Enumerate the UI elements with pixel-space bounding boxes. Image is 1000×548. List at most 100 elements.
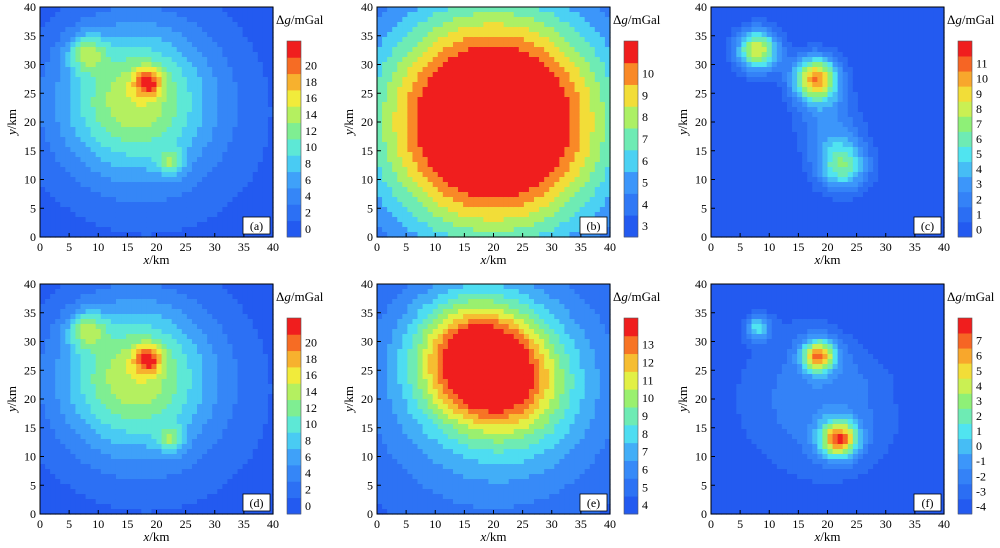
heatmap-cell: [579, 12, 586, 18]
heatmap-cell: [397, 232, 403, 238]
heatmap-cell: [392, 107, 398, 113]
heatmap-cell: [191, 17, 198, 23]
heatmap-cell: [766, 197, 773, 203]
heatmap-cell: [141, 17, 147, 23]
heatmap-cell: [217, 207, 223, 213]
heatmap-cell: [766, 222, 773, 228]
heatmap-cell: [468, 192, 474, 198]
heatmap-cell: [564, 62, 571, 68]
heatmap-cell: [126, 227, 132, 233]
heatmap-cell: [766, 77, 773, 83]
heatmap-cell: [212, 87, 218, 93]
heatmap-cell: [95, 182, 102, 188]
heatmap-cell: [417, 207, 424, 213]
heatmap-cell: [544, 157, 550, 163]
heatmap-cell: [70, 207, 77, 213]
heatmap-cell: [756, 212, 763, 218]
heatmap-cell: [721, 82, 727, 88]
heatmap-cell: [387, 12, 393, 18]
heatmap-cell: [452, 167, 459, 173]
heatmap-cell: [407, 97, 414, 103]
heatmap-cell: [387, 52, 393, 58]
heatmap-cell: [589, 12, 596, 18]
heatmap-cell: [247, 167, 254, 173]
heatmap-cell: [75, 162, 82, 168]
heatmap-cell: [427, 147, 434, 153]
heatmap-cell: [202, 232, 208, 238]
heatmap-cell: [503, 122, 510, 128]
heatmap-cell: [161, 42, 168, 48]
heatmap-cell: [493, 197, 500, 203]
heatmap-cell: [136, 107, 142, 113]
heatmap-cell: [141, 227, 147, 233]
heatmap-cell: [80, 187, 87, 193]
heatmap-cell: [736, 22, 742, 28]
heatmap-cell: [70, 187, 77, 193]
heatmap-cell: [171, 67, 178, 73]
heatmap-cell: [731, 137, 737, 143]
heatmap-cell: [503, 62, 510, 68]
heatmap-cell: [528, 52, 535, 58]
heatmap-cell: [50, 232, 56, 238]
heatmap-cell: [207, 172, 213, 178]
heatmap-cell: [121, 132, 127, 138]
heatmap-cell: [508, 67, 515, 73]
heatmap-cell: [569, 92, 576, 98]
heatmap-cell: [478, 17, 484, 23]
colorbar-tick-label: 14: [305, 108, 317, 122]
heatmap-cell: [202, 207, 208, 213]
heatmap-cell: [237, 227, 244, 233]
heatmap-cell: [761, 117, 768, 123]
heatmap-cell: [741, 52, 748, 58]
heatmap-cell: [599, 97, 606, 103]
heatmap-cell: [222, 227, 229, 233]
heatmap-cell: [594, 12, 601, 18]
heatmap-cell: [222, 92, 229, 98]
heatmap-cell: [432, 7, 439, 13]
heatmap-cell: [539, 87, 545, 93]
heatmap-cell: [599, 152, 606, 158]
heatmap-cell: [115, 117, 122, 123]
heatmap-cell: [483, 62, 490, 68]
heatmap-cell: [161, 177, 168, 183]
heatmap-cell: [473, 137, 479, 143]
heatmap-cell: [197, 72, 203, 78]
heatmap-cell: [766, 167, 773, 173]
heatmap-cell: [518, 202, 525, 208]
heatmap-cell: [161, 37, 168, 43]
heatmap-cell: [604, 192, 611, 198]
heatmap-cell: [549, 147, 555, 153]
heatmap-cell: [212, 192, 218, 198]
heatmap-cell: [503, 172, 510, 178]
heatmap-cell: [227, 92, 234, 98]
heatmap-cell: [115, 192, 122, 198]
heatmap-cell: [227, 132, 234, 138]
heatmap-cell: [751, 152, 758, 158]
heatmap-cell: [141, 37, 147, 43]
heatmap-cell: [242, 212, 249, 218]
heatmap-cell: [237, 77, 244, 83]
heatmap-cell: [569, 157, 576, 163]
heatmap-cell: [50, 67, 56, 73]
heatmap-cell: [156, 47, 163, 53]
heatmap-cell: [599, 72, 606, 78]
heatmap-cell: [40, 222, 46, 228]
heatmap-cell: [503, 127, 510, 133]
heatmap-cell: [267, 202, 274, 208]
heatmap-cell: [731, 82, 737, 88]
heatmap-cell: [217, 22, 223, 28]
heatmap-cell: [731, 57, 737, 63]
heatmap-cell: [60, 197, 66, 203]
heatmap-cell: [437, 82, 444, 88]
heatmap-cell: [442, 137, 449, 143]
heatmap-cell: [761, 227, 768, 233]
heatmap-cell: [95, 157, 102, 163]
heatmap-cell: [711, 122, 717, 128]
y-tick-label: 30: [24, 58, 36, 72]
heatmap-cell: [437, 212, 444, 218]
heatmap-cell: [100, 217, 107, 223]
heatmap-cell: [488, 17, 495, 23]
y-tick-label: 40: [361, 0, 373, 14]
heatmap-cell: [186, 92, 193, 98]
heatmap-cell: [242, 172, 249, 178]
